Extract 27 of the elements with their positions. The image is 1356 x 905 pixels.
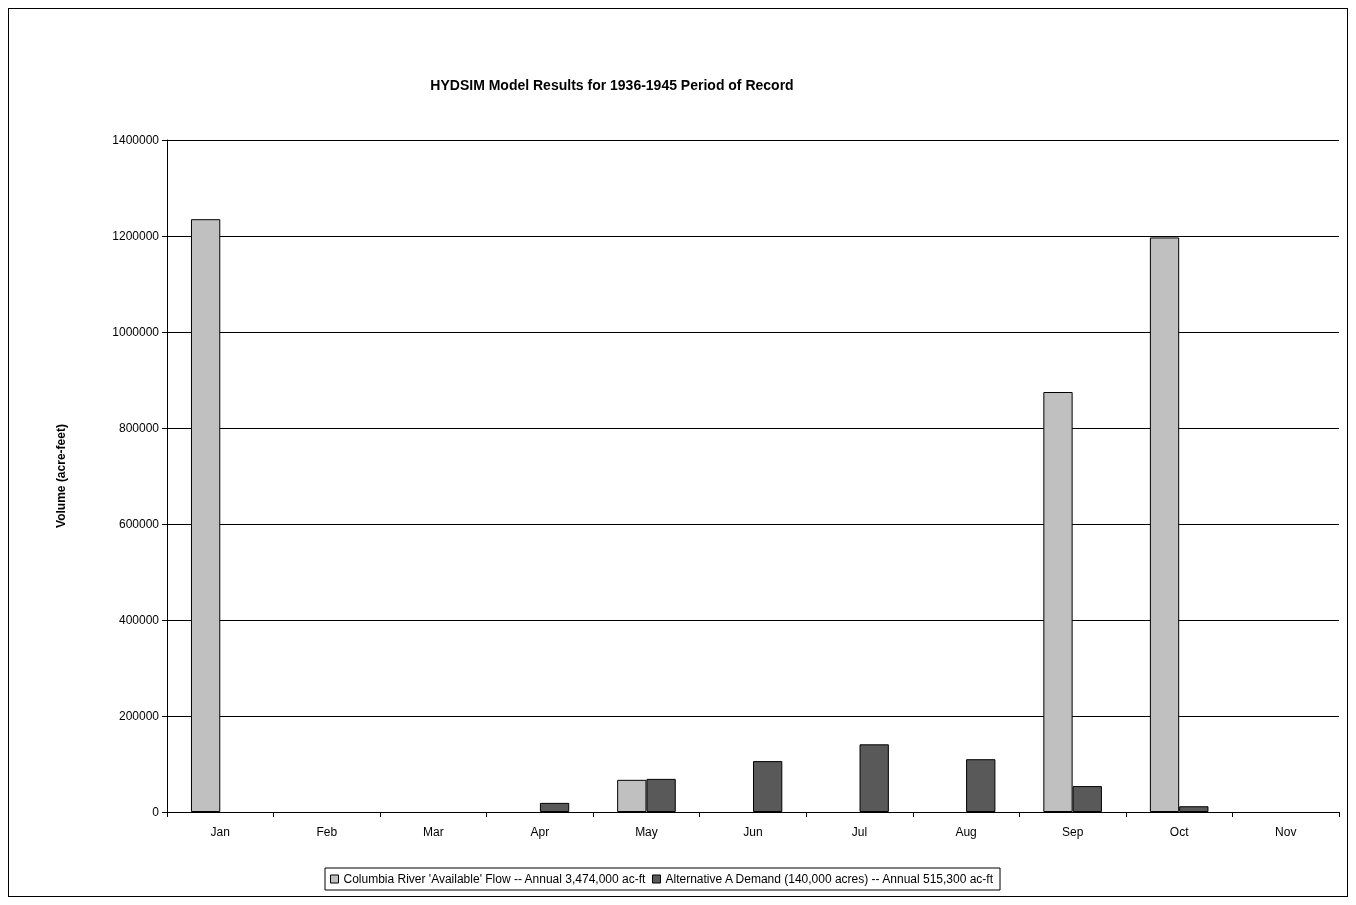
bar <box>966 759 996 812</box>
bar <box>859 744 889 812</box>
x-tick-label: Apr <box>530 825 550 839</box>
y-axis-title: Volume (acre-feet) <box>54 424 68 528</box>
x-tick-label: Jan <box>210 825 230 839</box>
x-tick-label: Jul <box>851 825 868 839</box>
y-tick-label: 800000 <box>118 421 160 435</box>
x-tick-label: Mar <box>423 825 444 839</box>
bar <box>539 802 570 812</box>
x-tick-label: Aug <box>955 825 977 839</box>
bar <box>753 761 783 812</box>
x-tick-label: Nov <box>1275 825 1297 839</box>
x-tick-label: Jun <box>743 825 763 839</box>
x-tick-label: Sep <box>1061 825 1084 839</box>
legend-label: Alternative A Demand (140,000 acres) -- Annual 515,300 ac-ft <box>665 872 994 886</box>
x-tick-label: May <box>635 825 658 839</box>
y-tick-label: 600000 <box>118 517 160 531</box>
legend-label: Columbia River 'Available' Flow -- Annual 3,474,000 ac-ft <box>343 872 647 886</box>
y-tick-label: 0 <box>152 805 160 819</box>
x-tick-label: Oct <box>1169 825 1190 839</box>
y-tick-label: 1000000 <box>112 325 160 339</box>
y-tick-label: 200000 <box>118 709 160 723</box>
y-tick-label: 1200000 <box>112 229 160 243</box>
x-tick-label: Feb <box>316 825 338 839</box>
chart-title: HYDSIM Model Results for 1936-1945 Period of Record <box>430 77 794 93</box>
y-tick-label: 400000 <box>118 613 160 627</box>
y-tick-label: 1400000 <box>112 133 160 147</box>
